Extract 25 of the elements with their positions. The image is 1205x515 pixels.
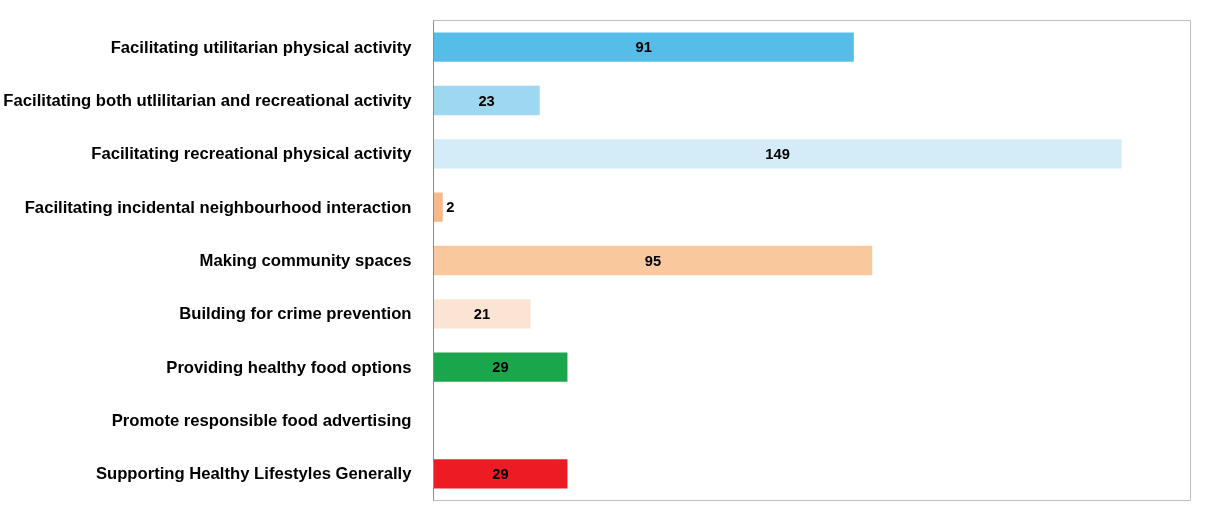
bar — [433, 352, 568, 382]
data-label: 95 — [644, 252, 662, 269]
bar — [433, 32, 854, 62]
bar — [433, 139, 1122, 169]
bar — [433, 245, 873, 276]
data-label: 2 — [446, 199, 455, 216]
y-tick-label: Making community spaces — [199, 251, 412, 270]
bar — [433, 299, 531, 329]
y-tick-label: Facilitating incidental neighbourhood interaction — [24, 197, 412, 217]
y-tick-label: Promote responsible food advertising — [111, 411, 412, 430]
bar — [433, 192, 443, 222]
y-tick-label: Providing healthy food options — [166, 357, 412, 377]
data-label: 29 — [492, 465, 509, 482]
bar — [433, 459, 568, 489]
y-tick-label: Facilitating both utlilitarian and recreational activity — [3, 91, 413, 110]
data-label: 149 — [765, 145, 790, 162]
y-tick-label: Supporting Healthy Lifestyles Generally — [95, 464, 413, 484]
y-tick-label: Facilitating recreational physical activity — [91, 144, 413, 164]
data-label: 91 — [635, 39, 652, 56]
data-label: 23 — [478, 92, 495, 109]
bar — [433, 85, 540, 116]
y-tick-label: Building for crime prevention — [179, 304, 412, 324]
data-label: 21 — [473, 305, 491, 322]
y-tick-label: Facilitating utilitarian physical activity — [110, 37, 413, 57]
data-label: 29 — [492, 359, 509, 376]
